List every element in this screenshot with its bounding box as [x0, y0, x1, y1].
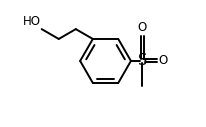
Text: O: O — [158, 54, 167, 67]
Text: HO: HO — [22, 15, 40, 28]
Text: S: S — [138, 53, 147, 68]
Text: O: O — [138, 21, 147, 34]
